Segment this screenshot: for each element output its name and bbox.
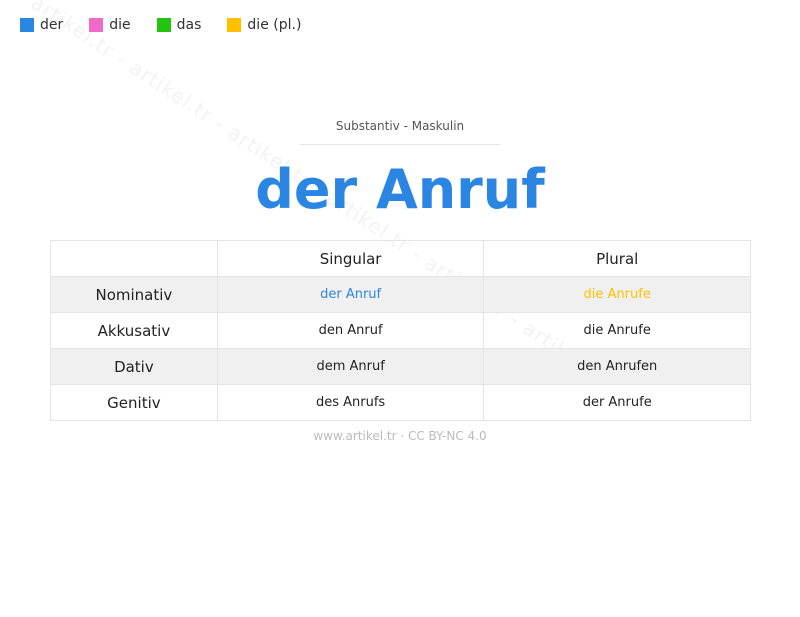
swatch-die-plural xyxy=(227,18,242,32)
header-case xyxy=(50,240,218,277)
plural-cell: den Anrufen xyxy=(483,348,751,385)
plural-cell: die Anrufe xyxy=(483,276,751,313)
table-row: Dativ dem Anruf den Anrufen xyxy=(50,348,751,385)
singular-cell: dem Anruf xyxy=(216,348,485,385)
footer-credit: www.artikel.tr · CC BY-NC 4.0 xyxy=(313,429,487,443)
legend-item-die: die xyxy=(89,17,131,33)
singular-cell: der Anruf xyxy=(216,276,485,313)
case-label: Nominativ xyxy=(50,276,218,313)
page-title: der Anruf xyxy=(255,158,545,221)
singular-cell: des Anrufs xyxy=(216,384,485,421)
singular-cell: den Anruf xyxy=(216,312,485,349)
legend-label: die xyxy=(109,17,131,33)
legend-label: der xyxy=(40,17,64,33)
table-row: Nominativ der Anruf die Anrufe xyxy=(50,276,751,313)
header-plural: Plural xyxy=(483,240,751,277)
legend-label: das xyxy=(176,17,202,33)
table-row: Akkusativ den Anruf die Anrufe xyxy=(50,312,751,349)
case-label: Genitiv xyxy=(50,384,218,421)
plural-cell: der Anrufe xyxy=(483,384,751,421)
legend-item-die-plural: die (pl.) xyxy=(227,17,301,33)
swatch-die xyxy=(89,18,104,32)
word-type: Substantiv - Maskulin xyxy=(335,119,465,133)
gender-legend: der die das die (pl.) xyxy=(20,17,327,33)
declension-table: Singular Plural Nominativ der Anruf die … xyxy=(50,240,751,421)
header-singular: Singular xyxy=(216,240,485,277)
case-label: Dativ xyxy=(50,348,218,385)
table-row: Genitiv des Anrufs der Anrufe xyxy=(50,384,751,421)
legend-label: die (pl.) xyxy=(247,17,302,33)
divider xyxy=(300,144,500,145)
case-label: Akkusativ xyxy=(50,312,218,349)
swatch-der xyxy=(20,18,34,32)
swatch-das xyxy=(156,18,171,32)
legend-item-der: der xyxy=(20,17,63,33)
plural-cell: die Anrufe xyxy=(483,312,751,349)
legend-item-das: das xyxy=(156,17,202,33)
table-header-row: Singular Plural xyxy=(50,240,751,277)
